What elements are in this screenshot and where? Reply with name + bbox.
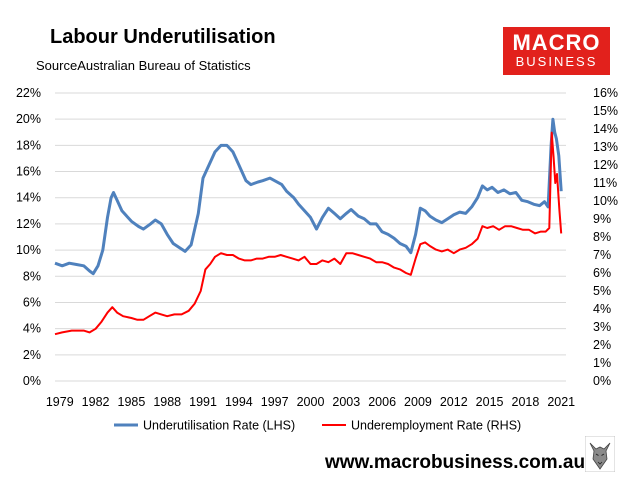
y-right-tick-label: 16% [593, 86, 618, 100]
x-tick-label: 2009 [404, 395, 432, 409]
y-right-tick-label: 10% [593, 194, 618, 208]
y-left-tick-label: 12% [16, 217, 41, 231]
y-right-tick-label: 1% [593, 356, 611, 370]
y-left-tick-label: 14% [16, 191, 41, 205]
x-tick-label: 1985 [118, 395, 146, 409]
y-right-tick-label: 14% [593, 122, 618, 136]
x-tick-label: 2006 [368, 395, 396, 409]
macrobusiness-logo: MACRO BUSINESS [503, 27, 610, 75]
y-right-tick-label: 9% [593, 212, 611, 226]
wolf-logo-icon [585, 436, 615, 472]
y-right-tick-label: 5% [593, 284, 611, 298]
y-right-tick-label: 7% [593, 248, 611, 262]
x-tick-label: 2000 [297, 395, 325, 409]
y-right-tick-label: 0% [593, 374, 611, 388]
x-tick-label: 1979 [46, 395, 74, 409]
legend-label-underemployment: Underemployment Rate (RHS) [351, 419, 521, 433]
logo-line-1: MACRO [512, 30, 601, 55]
y-left-tick-label: 22% [16, 86, 41, 100]
y-right-tick-label: 3% [593, 320, 611, 334]
y-right-tick-label: 6% [593, 266, 611, 280]
series-line-underutilisation [54, 117, 563, 276]
x-tick-label: 2021 [547, 395, 575, 409]
y-left-tick-label: 0% [23, 374, 41, 388]
y-left-tick-label: 20% [16, 112, 41, 126]
y-left-tick-label: 4% [23, 322, 41, 336]
x-tick-label: 1988 [153, 395, 181, 409]
x-tick-label: 2003 [332, 395, 360, 409]
y-right-tick-label: 15% [593, 104, 618, 118]
x-tick-label: 1997 [261, 395, 289, 409]
y-right-tick-label: 11% [593, 176, 617, 190]
x-tick-label: 2015 [476, 395, 504, 409]
x-tick-label: 2018 [512, 395, 540, 409]
y-right-tick-label: 12% [593, 158, 618, 172]
chart-subtitle: SourceAustralian Bureau of Statistics [36, 58, 251, 73]
y-left-tick-label: 16% [16, 165, 41, 179]
logo-line-2: BUSINESS [515, 54, 598, 69]
chart-title: Labour Underutilisation [50, 26, 276, 48]
x-tick-label: 1994 [225, 395, 253, 409]
y-left-tick-label: 10% [16, 243, 41, 257]
y-right-tick-label: 8% [593, 230, 611, 244]
series-line-underemployment [54, 131, 563, 336]
legend-label-underutilisation: Underutilisation Rate (LHS) [143, 419, 295, 433]
y-left-tick-label: 6% [23, 295, 41, 309]
x-tick-label: 2012 [440, 395, 468, 409]
y-right-tick-label: 13% [593, 140, 618, 154]
x-tick-label: 1991 [189, 395, 217, 409]
line-chart: 0% 2% 4% 6% 8% 10% 12% 14% 16% 18% 20% 22% 0% 1% 2% 3% 4… [16, 86, 618, 433]
website-url[interactable]: www.macrobusiness.com.au [325, 452, 586, 473]
y-right-tick-label: 2% [593, 338, 611, 352]
x-tick-label: 1982 [82, 395, 110, 409]
y-left-tick-label: 18% [16, 138, 41, 152]
y-left-tick-label: 8% [23, 269, 41, 283]
y-right-tick-label: 4% [593, 302, 611, 316]
y-left-tick-label: 2% [23, 348, 41, 362]
